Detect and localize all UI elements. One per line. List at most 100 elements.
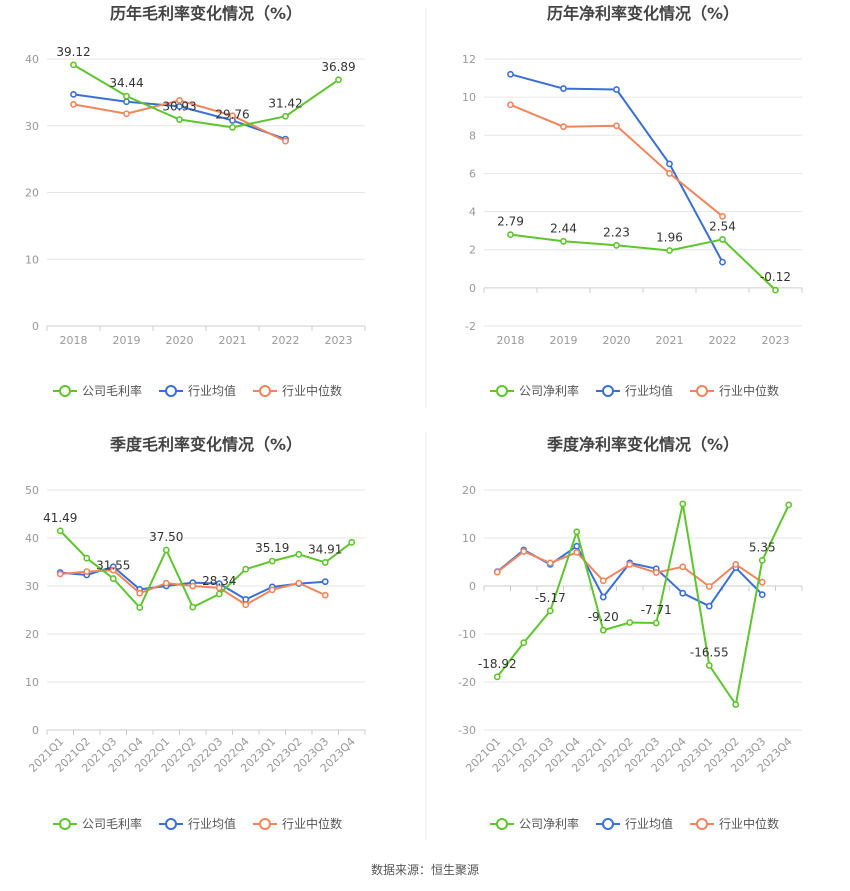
data-point[interactable] xyxy=(83,554,91,562)
data-point[interactable] xyxy=(242,601,250,609)
data-point[interactable] xyxy=(282,112,289,120)
data-point[interactable] xyxy=(705,602,713,610)
data-point[interactable] xyxy=(652,569,660,576)
data-point[interactable] xyxy=(229,112,236,120)
data-point[interactable] xyxy=(758,591,766,599)
data-point[interactable] xyxy=(176,102,183,110)
data-point[interactable] xyxy=(599,593,607,601)
data-point[interactable] xyxy=(507,70,514,78)
legend-item-industry_median[interactable]: 行业中位数 xyxy=(253,816,342,831)
legend-item-industry_avg[interactable]: 行业均值 xyxy=(159,816,236,831)
data-point[interactable] xyxy=(599,626,607,634)
x-tick-label: 2018 xyxy=(497,334,525,347)
data-point[interactable] xyxy=(70,61,77,69)
data-point[interactable] xyxy=(83,568,91,575)
data-point[interactable] xyxy=(295,550,303,558)
data-point[interactable] xyxy=(705,662,713,669)
data-label: 34.44 xyxy=(109,76,143,90)
data-point[interactable] xyxy=(613,241,620,249)
legend-item-industry_median[interactable]: 行业中位数 xyxy=(690,383,779,398)
data-point[interactable] xyxy=(282,137,289,145)
data-point[interactable] xyxy=(626,619,634,626)
legend-item-company[interactable]: 公司毛利率 xyxy=(53,816,142,831)
data-point[interactable] xyxy=(732,561,740,568)
data-point[interactable] xyxy=(229,123,236,131)
data-point[interactable] xyxy=(123,98,130,106)
data-point[interactable] xyxy=(573,528,581,536)
data-point[interactable] xyxy=(679,500,687,508)
data-point[interactable] xyxy=(493,673,501,681)
data-point[interactable] xyxy=(109,575,117,582)
data-point[interactable] xyxy=(56,570,64,578)
data-point[interactable] xyxy=(136,604,144,611)
data-point[interactable] xyxy=(613,86,620,93)
data-point[interactable] xyxy=(758,578,766,586)
data-point[interactable] xyxy=(666,160,673,168)
data-point[interactable] xyxy=(493,568,501,576)
data-point[interactable] xyxy=(560,85,567,92)
data-point[interactable] xyxy=(679,563,687,571)
data-point[interactable] xyxy=(123,110,130,118)
data-point[interactable] xyxy=(705,583,713,590)
data-point[interactable] xyxy=(719,212,726,220)
data-point[interactable] xyxy=(599,577,607,585)
data-point[interactable] xyxy=(626,561,634,568)
data-point[interactable] xyxy=(321,578,329,586)
data-point[interactable] xyxy=(242,565,250,573)
x-tick-label: 2020 xyxy=(166,334,194,347)
data-point[interactable] xyxy=(335,76,342,84)
data-point[interactable] xyxy=(520,639,528,647)
data-point[interactable] xyxy=(546,559,554,567)
data-point[interactable] xyxy=(560,123,567,131)
data-point[interactable] xyxy=(573,542,581,550)
data-point[interactable] xyxy=(176,96,183,104)
data-point[interactable] xyxy=(268,586,276,594)
data-point[interactable] xyxy=(613,122,620,130)
data-point[interactable] xyxy=(732,701,740,708)
data-point[interactable] xyxy=(348,538,356,546)
data-point[interactable] xyxy=(215,590,223,598)
data-point[interactable] xyxy=(189,603,197,611)
data-point[interactable] xyxy=(215,584,223,592)
data-point[interactable] xyxy=(652,619,660,627)
data-point[interactable] xyxy=(321,559,329,566)
data-point[interactable] xyxy=(162,546,170,554)
data-point[interactable] xyxy=(560,237,567,245)
y-tick-label: -2 xyxy=(465,320,476,333)
data-point[interactable] xyxy=(189,582,197,590)
data-point[interactable] xyxy=(56,527,64,535)
legend-item-industry_median[interactable]: 行业中位数 xyxy=(253,383,342,398)
legend-item-industry_median[interactable]: 行业中位数 xyxy=(690,816,779,831)
data-point[interactable] xyxy=(295,579,303,587)
data-point[interactable] xyxy=(136,589,144,597)
data-point[interactable] xyxy=(162,579,170,587)
legend-item-industry_avg[interactable]: 行业均值 xyxy=(596,383,673,398)
legend-item-company[interactable]: 公司净利率 xyxy=(490,383,579,398)
data-point[interactable] xyxy=(573,549,581,556)
data-point[interactable] xyxy=(546,607,554,615)
legend-item-industry_avg[interactable]: 行业均值 xyxy=(596,816,673,831)
data-point[interactable] xyxy=(268,557,276,565)
data-point[interactable] xyxy=(507,231,514,239)
data-point[interactable] xyxy=(719,258,726,266)
legend-item-industry_avg[interactable]: 行业均值 xyxy=(159,383,236,398)
data-point[interactable] xyxy=(785,501,793,509)
data-point[interactable] xyxy=(719,236,726,243)
data-point[interactable] xyxy=(772,286,779,294)
data-point[interactable] xyxy=(520,548,528,555)
data-point[interactable] xyxy=(70,100,77,108)
data-point[interactable] xyxy=(666,170,673,177)
legend-item-company[interactable]: 公司毛利率 xyxy=(53,383,142,398)
data-point[interactable] xyxy=(109,566,117,574)
data-point[interactable] xyxy=(70,90,77,98)
data-point[interactable] xyxy=(123,92,130,100)
data-point[interactable] xyxy=(176,116,183,123)
data-point[interactable] xyxy=(242,596,250,603)
data-point[interactable] xyxy=(679,589,687,597)
data-point[interactable] xyxy=(507,101,514,109)
data-point[interactable] xyxy=(666,247,673,254)
data-point[interactable] xyxy=(758,556,766,564)
legend-item-company[interactable]: 公司净利率 xyxy=(490,816,579,831)
data-point[interactable] xyxy=(321,591,329,599)
